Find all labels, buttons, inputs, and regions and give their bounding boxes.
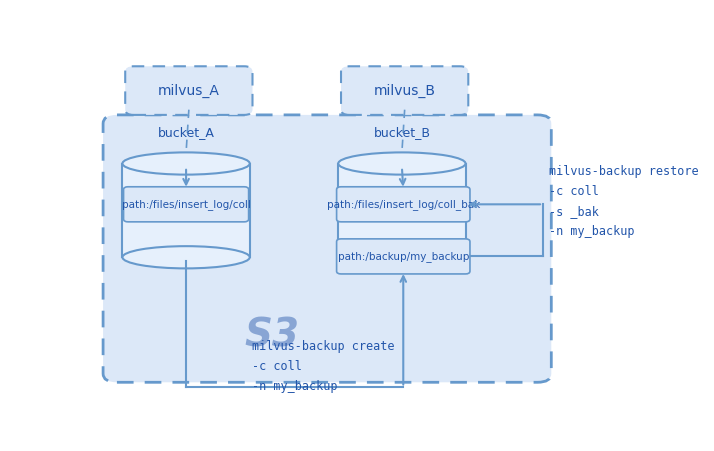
Text: bucket_A: bucket_A (158, 126, 214, 139)
Text: milvus-backup restore
-c coll
-s _bak
-n my_backup: milvus-backup restore -c coll -s _bak -n… (548, 165, 698, 238)
Polygon shape (123, 164, 250, 257)
Text: path:/files/insert_log/coll_bak: path:/files/insert_log/coll_bak (326, 199, 480, 210)
FancyBboxPatch shape (125, 66, 253, 115)
Polygon shape (338, 164, 466, 257)
Ellipse shape (123, 152, 250, 175)
Text: milvus-backup create
-c coll
-n my_backup: milvus-backup create -c coll -n my_backu… (253, 340, 395, 393)
Text: path:/files/insert_log/coll: path:/files/insert_log/coll (121, 199, 251, 210)
Ellipse shape (338, 152, 466, 175)
Text: path:/backup/my_backup: path:/backup/my_backup (338, 251, 469, 262)
FancyBboxPatch shape (103, 115, 551, 382)
FancyBboxPatch shape (341, 66, 468, 115)
Text: bucket_B: bucket_B (373, 126, 431, 139)
FancyBboxPatch shape (336, 187, 470, 222)
FancyBboxPatch shape (124, 187, 248, 222)
Ellipse shape (338, 246, 466, 268)
Ellipse shape (123, 246, 250, 268)
FancyBboxPatch shape (336, 239, 470, 274)
Text: milvus_B: milvus_B (373, 83, 436, 98)
Text: S3: S3 (244, 317, 299, 354)
Text: milvus_A: milvus_A (158, 83, 220, 98)
